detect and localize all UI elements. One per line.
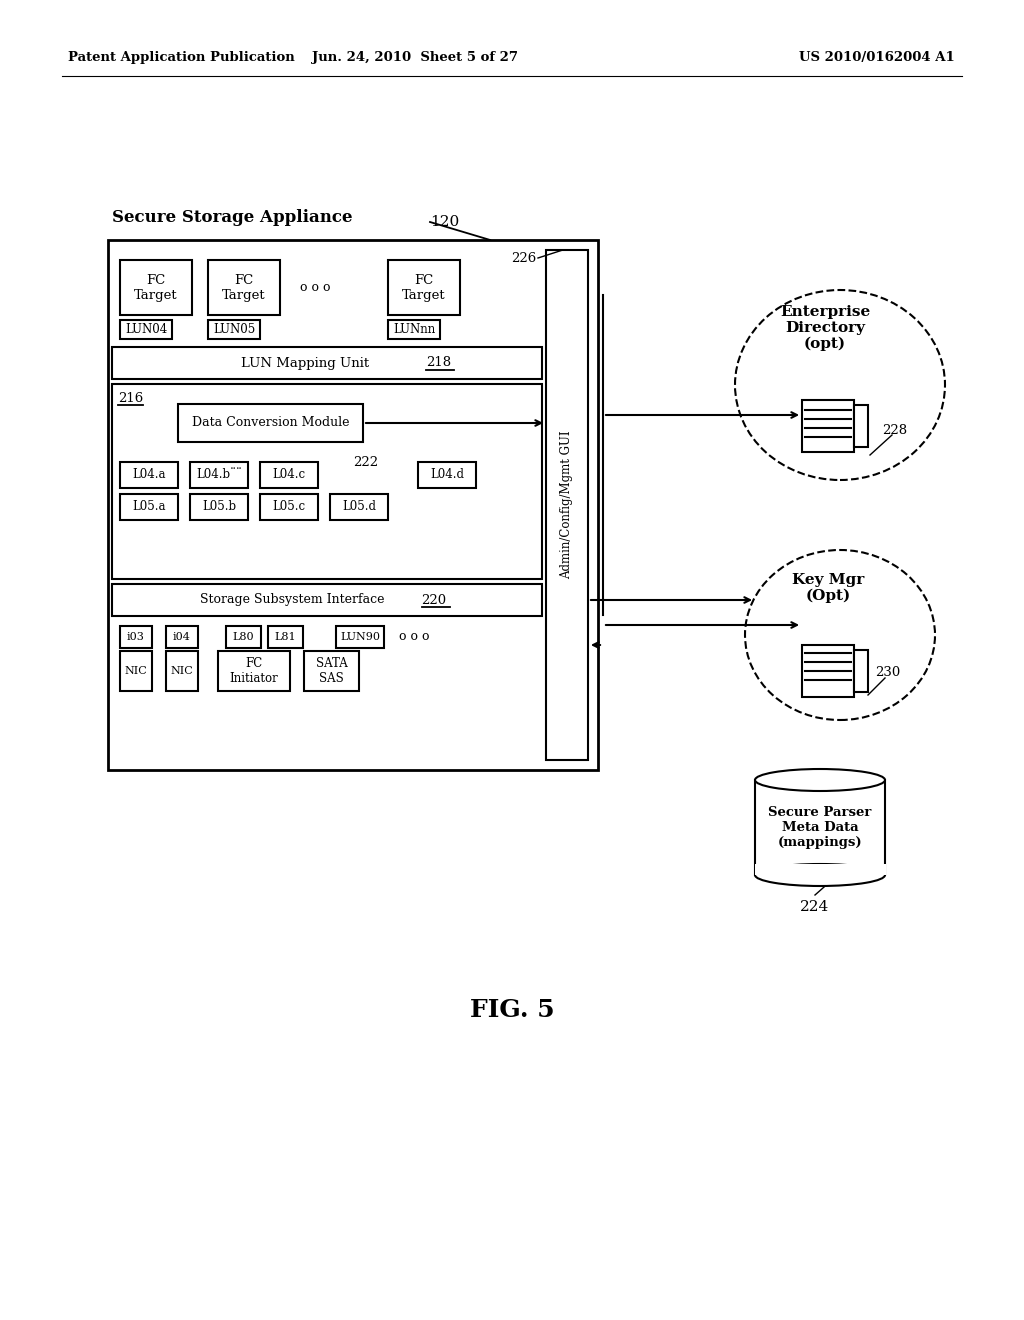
Text: FC
Target: FC Target (402, 273, 445, 301)
Bar (120, 462, 178, 488)
Bar (260, 494, 318, 520)
Text: FC
Target: FC Target (222, 273, 266, 301)
Text: L05.a: L05.a (132, 500, 166, 513)
Bar (388, 319, 440, 339)
Ellipse shape (755, 865, 885, 886)
Bar (166, 651, 198, 690)
Text: L05.d: L05.d (342, 500, 376, 513)
Bar (218, 651, 290, 690)
Text: 228: 228 (883, 424, 907, 437)
Text: LUNnn: LUNnn (393, 323, 435, 337)
Bar (260, 462, 318, 488)
Text: 220: 220 (422, 594, 446, 606)
Text: Enterprise
Directory
(opt): Enterprise Directory (opt) (780, 305, 870, 351)
Text: L80: L80 (232, 632, 254, 642)
Text: L04.a: L04.a (132, 469, 166, 482)
Bar (112, 347, 542, 379)
Text: i04: i04 (173, 632, 190, 642)
Bar (190, 494, 248, 520)
Bar (546, 249, 588, 760)
Bar (208, 260, 280, 315)
Text: LUN04: LUN04 (125, 323, 167, 337)
Text: FIG. 5: FIG. 5 (470, 998, 554, 1022)
Bar (388, 260, 460, 315)
Bar (755, 863, 886, 874)
Bar (854, 405, 868, 447)
Bar (190, 462, 248, 488)
Bar (330, 494, 388, 520)
Text: Secure Storage Appliance: Secure Storage Appliance (112, 210, 352, 227)
Bar (226, 626, 261, 648)
Text: SATA
SAS: SATA SAS (315, 657, 347, 685)
Text: LUN05: LUN05 (213, 323, 255, 337)
Bar (178, 404, 362, 442)
Text: 216: 216 (118, 392, 143, 404)
Text: FC
Initiator: FC Initiator (229, 657, 279, 685)
Text: L04.d: L04.d (430, 469, 464, 482)
Text: 226: 226 (511, 252, 536, 264)
Bar (755, 780, 885, 875)
Bar (418, 462, 476, 488)
Bar (120, 260, 193, 315)
Text: LUN90: LUN90 (340, 632, 380, 642)
Bar (112, 583, 542, 616)
Text: 224: 224 (801, 900, 829, 913)
Text: L04.c: L04.c (272, 469, 305, 482)
Ellipse shape (735, 290, 945, 480)
Bar (166, 626, 198, 648)
Text: NIC: NIC (125, 667, 147, 676)
Ellipse shape (755, 770, 885, 791)
Text: o o o: o o o (398, 631, 429, 644)
Text: o o o: o o o (300, 281, 331, 294)
Text: L05.b: L05.b (202, 500, 237, 513)
Text: FC
Target: FC Target (134, 273, 178, 301)
Bar (208, 319, 260, 339)
Text: i03: i03 (127, 632, 145, 642)
Bar (854, 649, 868, 692)
Text: Jun. 24, 2010  Sheet 5 of 27: Jun. 24, 2010 Sheet 5 of 27 (312, 51, 518, 65)
Bar (802, 400, 854, 451)
Text: Key Mgr
(Opt): Key Mgr (Opt) (792, 573, 864, 603)
Text: NIC: NIC (171, 667, 194, 676)
Text: 230: 230 (876, 667, 901, 680)
Text: 222: 222 (353, 455, 378, 469)
Bar (304, 651, 359, 690)
Bar (120, 651, 152, 690)
Text: Secure Parser
Meta Data
(mappings): Secure Parser Meta Data (mappings) (768, 807, 871, 849)
Text: 218: 218 (426, 356, 451, 370)
Bar (802, 645, 854, 697)
Bar (108, 240, 598, 770)
Text: Admin/Config/Mgmt GUI: Admin/Config/Mgmt GUI (560, 430, 573, 579)
Bar (120, 626, 152, 648)
Bar (120, 319, 172, 339)
Text: Data Conversion Module: Data Conversion Module (191, 417, 349, 429)
Text: LUN Mapping Unit: LUN Mapping Unit (242, 356, 370, 370)
Bar (112, 384, 542, 579)
Text: L05.c: L05.c (272, 500, 305, 513)
Text: 120: 120 (430, 215, 459, 228)
Bar (268, 626, 303, 648)
Text: Storage Subsystem Interface: Storage Subsystem Interface (201, 594, 385, 606)
Text: Patent Application Publication: Patent Application Publication (68, 51, 295, 65)
Text: US 2010/0162004 A1: US 2010/0162004 A1 (800, 51, 955, 65)
Text: L04.b¨¨: L04.b¨¨ (196, 469, 242, 482)
Text: L81: L81 (274, 632, 296, 642)
Bar (120, 494, 178, 520)
Bar (336, 626, 384, 648)
Ellipse shape (745, 550, 935, 719)
